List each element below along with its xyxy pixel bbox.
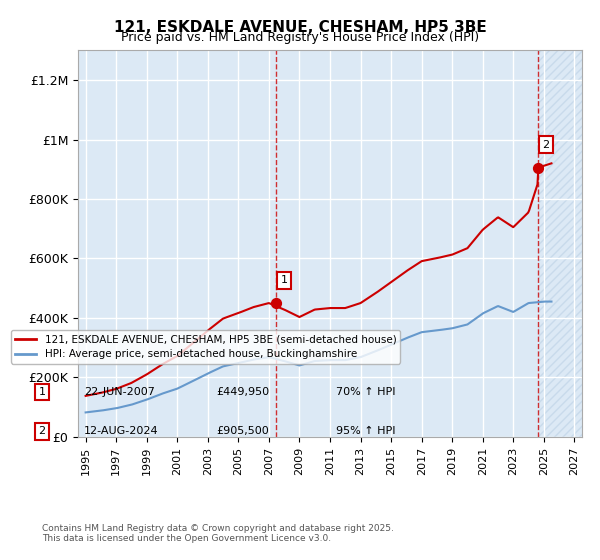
Text: £449,950: £449,950: [216, 387, 269, 397]
Point: [533, 163, 543, 172]
Bar: [538, 50, 582, 437]
Text: Price paid vs. HM Land Registry's House Price Index (HPI): Price paid vs. HM Land Registry's House …: [121, 31, 479, 44]
Text: 95% ↑ HPI: 95% ↑ HPI: [336, 426, 395, 436]
Text: 22-JUN-2007: 22-JUN-2007: [84, 387, 155, 397]
Bar: [538, 50, 582, 437]
Legend: 121, ESKDALE AVENUE, CHESHAM, HP5 3BE (semi-detached house), HPI: Average price,: 121, ESKDALE AVENUE, CHESHAM, HP5 3BE (s…: [11, 330, 400, 363]
Text: 2: 2: [542, 140, 550, 150]
Text: 70% ↑ HPI: 70% ↑ HPI: [336, 387, 395, 397]
Text: 1: 1: [38, 387, 46, 397]
Text: 121, ESKDALE AVENUE, CHESHAM, HP5 3BE: 121, ESKDALE AVENUE, CHESHAM, HP5 3BE: [113, 20, 487, 35]
Text: 1: 1: [281, 275, 287, 285]
Text: £905,500: £905,500: [216, 426, 269, 436]
Point: [271, 298, 281, 307]
Text: 2: 2: [38, 426, 46, 436]
Text: 12-AUG-2024: 12-AUG-2024: [84, 426, 158, 436]
Text: Contains HM Land Registry data © Crown copyright and database right 2025.
This d: Contains HM Land Registry data © Crown c…: [42, 524, 394, 543]
